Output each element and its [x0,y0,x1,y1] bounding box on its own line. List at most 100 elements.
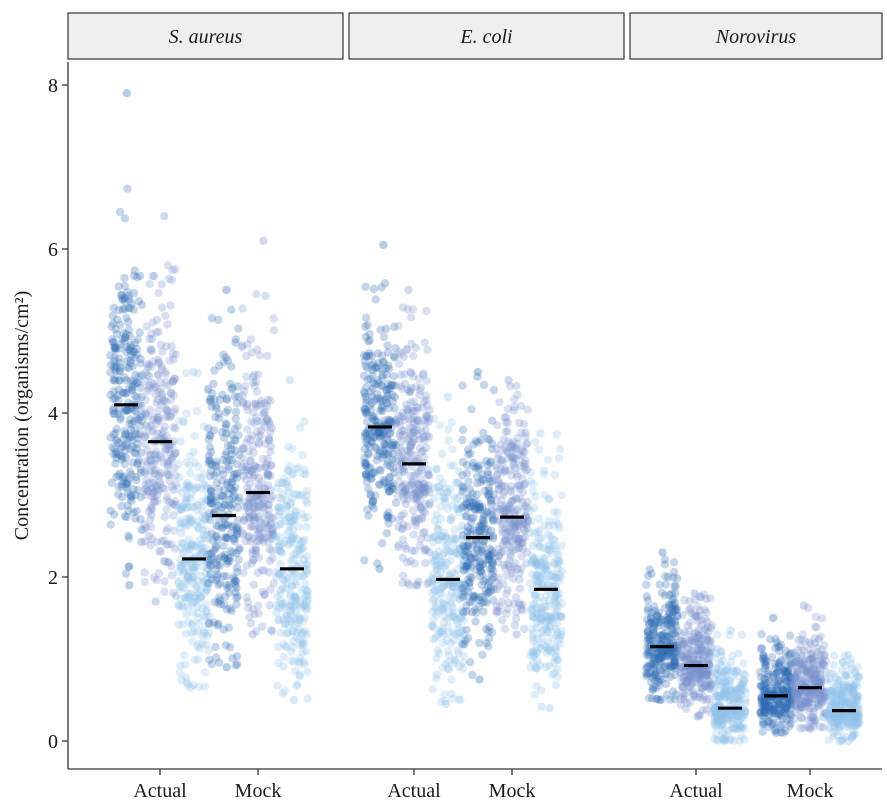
data-point [197,539,206,549]
data-point [280,687,289,696]
outlier-point-low [375,564,384,573]
data-point [225,643,235,652]
data-point [245,612,254,622]
data-point [194,525,204,534]
data-point [430,494,439,503]
data-point [223,559,232,568]
data-point [468,670,477,680]
data-point [183,572,193,581]
data-point [279,474,289,483]
data-point [468,489,477,498]
data-point [126,303,135,313]
data-point [133,439,142,449]
data-point [135,271,145,281]
data-point [181,660,190,669]
data-point [230,537,239,546]
data-point [202,607,212,616]
data-point [700,681,710,691]
data-point [207,492,216,501]
data-point [198,544,208,553]
data-point [134,433,143,443]
data-point [430,516,439,525]
data-point [182,458,191,467]
data-point [393,542,403,552]
data-point [853,720,862,730]
data-point [661,662,670,671]
data-point [114,482,123,491]
data-point [829,651,839,660]
data-point [174,500,183,509]
data-point [130,426,139,435]
data-point [162,432,172,441]
data-point [204,579,213,588]
data-point [199,578,208,587]
data-point [202,579,211,588]
data-point [121,441,131,450]
data-point [112,424,121,433]
data-point [551,680,561,690]
data-point [657,588,667,598]
data-point [199,469,208,478]
data-point [432,464,441,474]
data-point [127,299,136,308]
data-point [756,644,766,654]
data-point [179,547,188,556]
data-point [198,562,208,571]
data-point [223,478,232,487]
data-point [204,619,213,629]
data-point [676,700,685,709]
data-point [163,469,172,478]
data-point [232,549,241,558]
data-point [224,489,233,498]
data-point [458,503,467,512]
data-point [696,606,705,615]
data-point [159,458,168,467]
data-point [198,526,208,535]
outlier-point-high [658,548,667,557]
data-point [141,429,150,439]
data-point [204,550,213,559]
data-point [129,288,139,298]
data-point [764,666,773,676]
data-point [118,294,128,303]
data-point [214,580,223,589]
data-point [121,429,130,439]
data-point [671,606,680,615]
data-point [171,448,180,458]
data-point [142,411,151,421]
data-point [193,369,203,378]
data-point [298,544,307,553]
data-point [145,360,154,369]
data-point [171,500,180,510]
data-point [214,315,223,325]
data-point [140,468,150,477]
data-point [207,660,217,669]
data-point [160,577,169,586]
data-point [390,392,399,402]
data-point [143,445,152,455]
data-point [760,658,769,667]
data-point [174,567,183,577]
data-point [137,416,147,425]
data-point [183,483,193,493]
data-point [176,561,186,570]
data-point [120,297,129,306]
data-point [429,556,439,565]
data-point [207,529,216,538]
data-point [153,395,162,405]
facet-label: Norovirus [715,26,797,48]
data-point [115,376,124,385]
data-point [205,431,214,440]
data-point [137,371,147,380]
data-point [202,483,211,492]
data-point [226,484,235,493]
outlier-point-low [806,724,815,733]
data-point [495,398,504,407]
data-point [205,572,215,581]
data-point [133,460,142,469]
data-point [211,565,221,574]
data-point [126,490,135,500]
data-point [177,538,186,547]
outlier-point-low [186,683,195,692]
